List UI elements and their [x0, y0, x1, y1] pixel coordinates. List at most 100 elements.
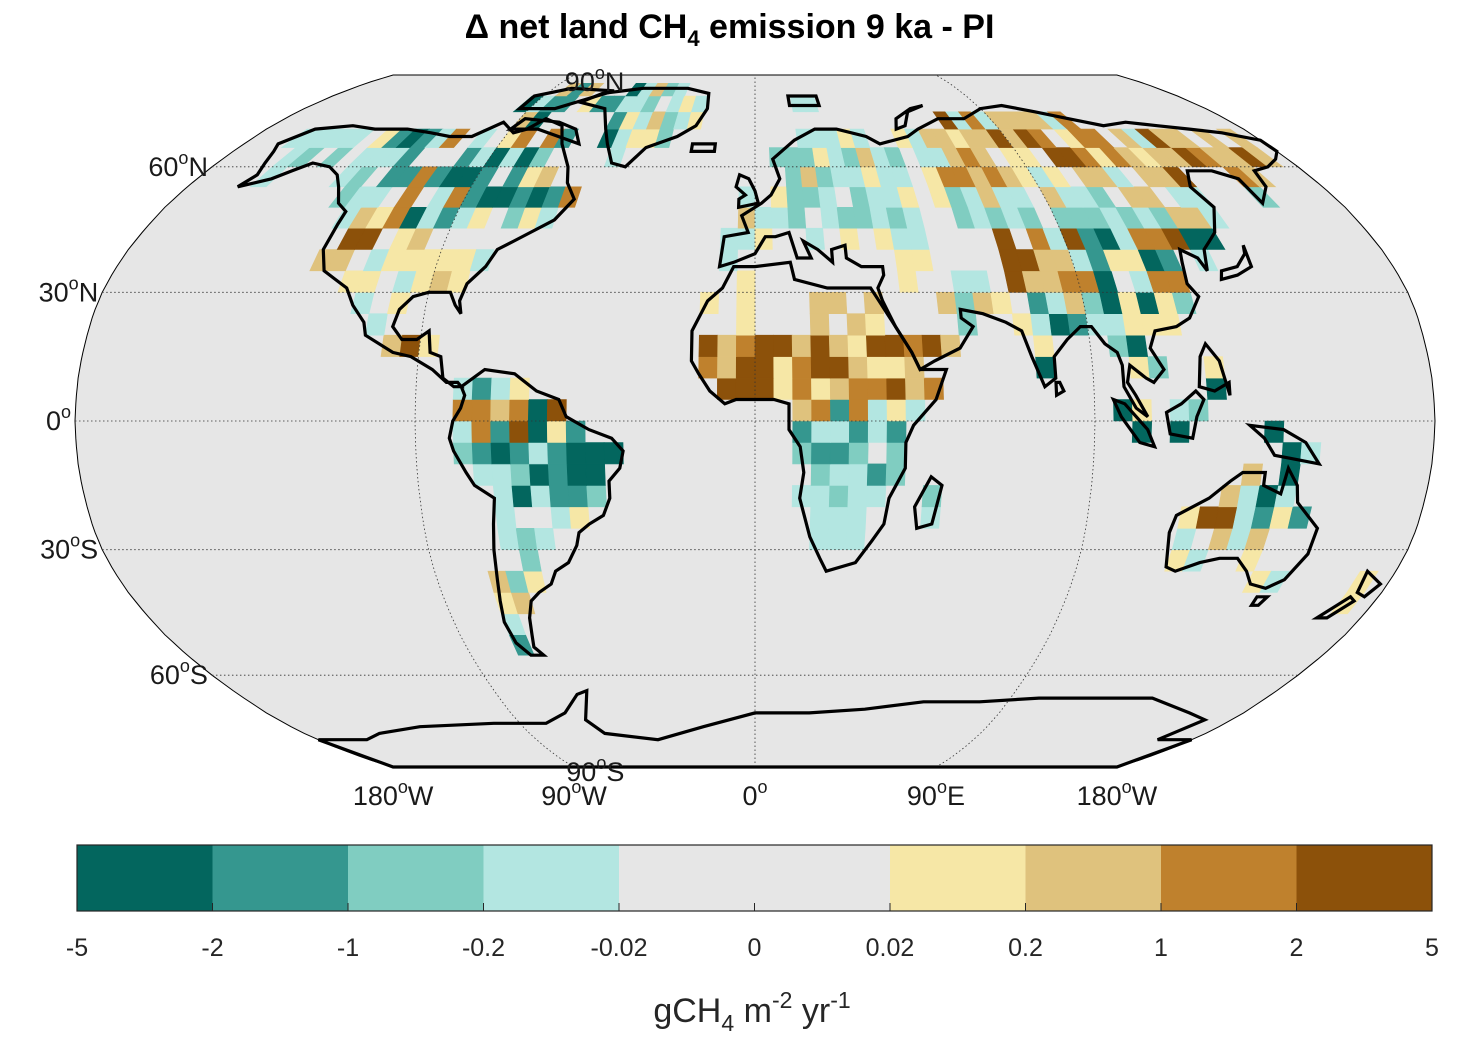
emission-cell — [809, 506, 830, 529]
coastline-australia — [1164, 463, 1320, 590]
coastline-africa — [689, 260, 949, 574]
emission-cell — [557, 186, 582, 208]
emission-cell — [810, 334, 831, 357]
emission-cell — [736, 292, 756, 314]
emission-cell — [810, 463, 831, 486]
colorbar-swatch — [348, 845, 484, 911]
emission-cell — [810, 356, 831, 379]
emission-cell — [773, 356, 793, 379]
emission-cell — [754, 377, 775, 400]
emission-cell — [828, 485, 849, 508]
emission-cell — [471, 442, 493, 465]
emission-cell — [515, 528, 538, 550]
emission-cell — [817, 186, 838, 208]
emission-cell — [771, 207, 790, 229]
emission-cell — [1125, 334, 1149, 357]
emission-cell — [735, 334, 756, 357]
emission-cell — [867, 420, 888, 443]
colorbar-swatch — [619, 845, 755, 911]
emission-cell — [801, 186, 821, 208]
emission-cell — [717, 356, 737, 379]
emission-cell — [550, 506, 572, 529]
emission-cell — [547, 463, 569, 486]
emission-cell — [809, 292, 829, 314]
coastline-sri-lanka — [1054, 380, 1066, 399]
lat-label-0: 0o — [46, 402, 71, 436]
lat-label-30S: 30oS — [40, 531, 98, 565]
emission-cell — [886, 442, 907, 465]
colorbar-swatch — [1296, 845, 1433, 911]
emission-cell — [585, 463, 606, 486]
lon-label-0: 0o — [742, 777, 767, 811]
emission-cell — [586, 485, 607, 508]
lon-label-90W: 90oW — [541, 777, 607, 811]
emission-cell — [773, 377, 794, 400]
coastline-madagascar — [912, 474, 944, 531]
emission-cell — [529, 463, 550, 486]
emission-cell — [566, 442, 587, 465]
emission-cell — [1030, 313, 1053, 336]
coastline-baffin-island — [505, 117, 582, 147]
colorbar-swatch — [77, 845, 213, 911]
emission-cell — [829, 463, 850, 486]
coastline-eurasia — [717, 103, 1279, 418]
emission-cell — [567, 485, 589, 508]
colorbar-swatch — [212, 845, 349, 911]
emission-cell — [511, 485, 533, 508]
emission-cell — [534, 528, 556, 550]
emission-cell — [735, 377, 756, 400]
emission-cell — [471, 377, 493, 400]
coastline-antarctica — [317, 688, 1209, 769]
coastline-greenland — [575, 86, 711, 169]
colorbar-tick-label: 0.02 — [866, 934, 915, 962]
emission-cell — [754, 356, 775, 379]
coastline-sumatra — [1110, 396, 1158, 450]
emission-cell — [848, 420, 869, 443]
colorbar-tick-label: 1 — [1154, 934, 1168, 962]
emission-cell — [584, 442, 605, 465]
emission-cell — [1032, 334, 1055, 357]
emission-cell — [1240, 463, 1264, 486]
graticule — [75, 74, 1435, 768]
emission-cell — [698, 356, 718, 379]
colorbar-swatch — [483, 845, 620, 911]
coastline-new-guinea — [1244, 423, 1323, 467]
lon-label-90E: 90oE — [907, 777, 965, 811]
emission-cell — [811, 420, 831, 443]
coastline-north-america — [236, 116, 577, 389]
colorbar — [76, 844, 1433, 912]
emission-cell — [886, 399, 907, 422]
emission-cell — [846, 506, 867, 529]
emission-cell — [735, 356, 756, 379]
emission-cells — [249, 83, 1379, 656]
emission-cell — [754, 334, 775, 357]
coastline-iceland — [689, 142, 718, 153]
emission-cell — [848, 399, 869, 422]
emission-cell — [847, 334, 868, 357]
emission-cell — [828, 506, 849, 529]
emission-cell — [717, 334, 737, 357]
emission-cell — [472, 463, 494, 486]
emission-cell — [365, 313, 388, 336]
emission-cell — [509, 399, 530, 422]
emission-cell — [792, 356, 812, 379]
colorbar-swatch — [754, 845, 891, 911]
emission-cell — [830, 399, 850, 422]
colorbar-tick-label: -1 — [337, 934, 359, 962]
emission-cell — [791, 334, 812, 357]
emission-cell — [494, 506, 517, 529]
emission-cell — [792, 399, 813, 422]
emission-cell — [518, 549, 542, 572]
coastline-philippines — [1197, 340, 1232, 396]
emission-cell — [792, 377, 812, 400]
emission-cell — [820, 207, 840, 229]
lon-label-180W: 180oW — [353, 777, 434, 811]
emission-cell — [828, 334, 849, 357]
coastline-novaya-zemlya — [894, 103, 924, 132]
emission-cell — [848, 442, 869, 465]
emission-cell — [827, 292, 848, 314]
emission-cell — [990, 292, 1013, 314]
emission-cell — [1080, 128, 1115, 148]
emission-cell — [886, 377, 907, 400]
colorbar-swatch — [1161, 845, 1297, 911]
